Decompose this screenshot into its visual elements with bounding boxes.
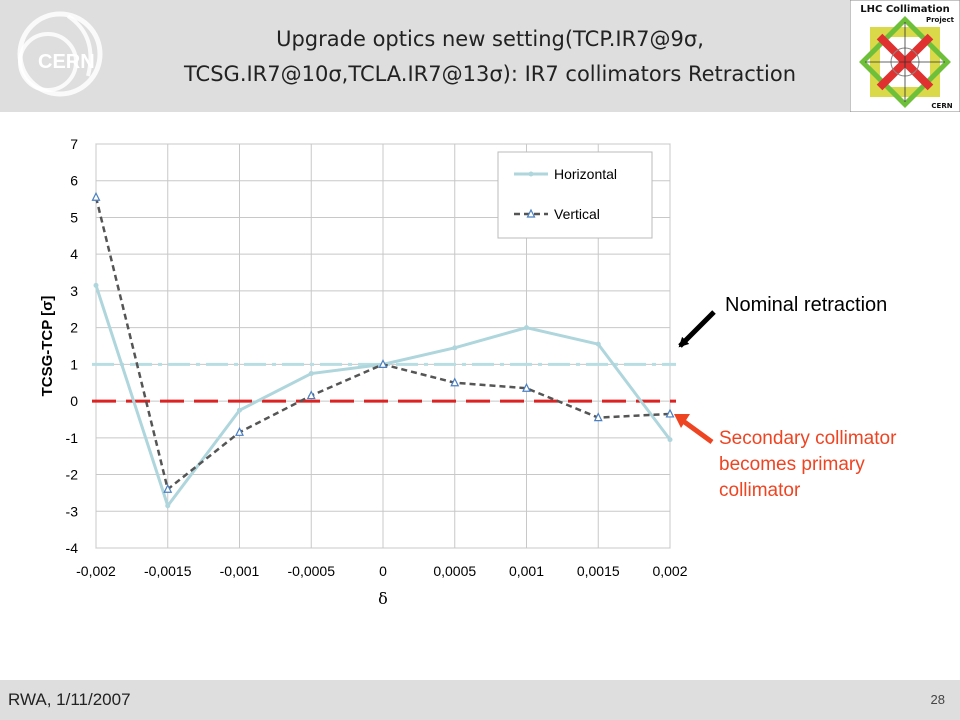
data-point-horizontal — [452, 345, 458, 351]
secondary-collimator-note: Secondary collimator becomes primary col… — [719, 428, 897, 501]
y-tick-label: -2 — [66, 467, 79, 483]
footer-bar: RWA, 1/11/2007 28 — [0, 680, 960, 720]
data-point-vertical — [91, 191, 101, 201]
nominal-retraction-note: Nominal retraction — [725, 294, 888, 316]
y-tick-label: -1 — [66, 430, 79, 446]
lhc-collimation-logo-icon: LHC Collimation Project CERN — [850, 0, 960, 112]
red-arrow-icon — [674, 414, 690, 428]
y-tick-label: -4 — [66, 540, 79, 556]
footer-author-date: RWA, 1/11/2007 — [8, 690, 131, 709]
x-tick-label: -0,0015 — [144, 563, 192, 579]
retraction-chart: 7 6 5 4 3 2 1 0 -1 -2 -3 -4 -0,002 -0,0015 -0,001 -0,00… — [39, 136, 716, 608]
y-tick-label: 5 — [70, 209, 78, 225]
title-line-1: Upgrade optics new setting(TCP.IR7@9σ, — [276, 27, 704, 51]
data-point-horizontal — [165, 503, 171, 509]
data-point-vertical — [665, 408, 675, 418]
data-point-vertical — [522, 382, 531, 392]
axis-labels: 7 6 5 4 3 2 1 0 -1 -2 -3 -4 -0,002 -0,0015 -0,001 -0,00… — [39, 136, 688, 608]
legend-label: Vertical — [554, 206, 600, 222]
reference-lines — [92, 362, 676, 403]
data-point-vertical — [450, 377, 460, 387]
data-point-horizontal — [308, 371, 314, 377]
x-tick-label: -0,002 — [76, 563, 116, 579]
x-tick-label: 0,002 — [652, 563, 687, 579]
x-tick-label: -0,0005 — [288, 563, 336, 579]
chart-legend: Horizontal Vertical — [497, 151, 653, 239]
x-tick-label: -0,001 — [220, 563, 260, 579]
y-tick-label: 2 — [70, 320, 78, 336]
page-number: 28 — [930, 692, 945, 707]
x-axis-label: δ — [378, 589, 388, 608]
data-point-horizontal — [667, 437, 673, 443]
header-bar: CERN Upgrade optics new setting(TCP.IR7@… — [0, 0, 960, 112]
page-title: Upgrade optics new setting(TCP.IR7@9σ, T… — [140, 22, 840, 92]
series-layer — [91, 191, 675, 509]
annotation-arrows — [674, 310, 716, 445]
y-axis-label: TCSG-TCP [σ] — [39, 296, 56, 397]
legend-marker — [526, 208, 536, 218]
data-point-horizontal — [595, 341, 601, 347]
legend-marker — [528, 171, 534, 177]
lhc-logo-sub: Project — [926, 16, 955, 24]
data-point-vertical — [378, 359, 388, 368]
x-tick-label: 0,0015 — [577, 563, 620, 579]
title-line-2: TCSG.IR7@10σ,TCLA.IR7@13σ): IR7 collimat… — [183, 62, 797, 86]
y-tick-label: 4 — [70, 246, 78, 262]
black-arrow-icon — [678, 310, 716, 348]
y-tick-label: 7 — [70, 136, 78, 152]
lhc-logo-cern: CERN — [931, 102, 952, 110]
y-tick-label: 3 — [70, 283, 78, 299]
cern-logo-text: CERN — [38, 51, 95, 73]
x-tick-label: 0,0005 — [433, 563, 476, 579]
data-point-horizontal — [93, 282, 99, 288]
x-tick-label: 0 — [379, 563, 387, 579]
data-point-vertical — [593, 412, 603, 422]
cern-logo-icon: CERN — [17, 11, 103, 97]
legend-box — [497, 151, 653, 239]
data-point-vertical — [235, 426, 244, 436]
y-tick-label: -3 — [66, 503, 79, 519]
legend-label: Horizontal — [554, 166, 617, 182]
data-point-horizontal — [237, 407, 242, 413]
y-tick-label: 0 — [70, 393, 78, 409]
data-point-vertical — [306, 390, 316, 400]
data-point-horizontal — [524, 325, 529, 331]
lhc-logo-text: LHC Collimation — [860, 4, 949, 15]
x-tick-label: 0,001 — [509, 563, 544, 579]
y-tick-label: 6 — [70, 173, 78, 189]
y-tick-label: 1 — [70, 356, 78, 372]
data-point-vertical — [163, 483, 173, 493]
